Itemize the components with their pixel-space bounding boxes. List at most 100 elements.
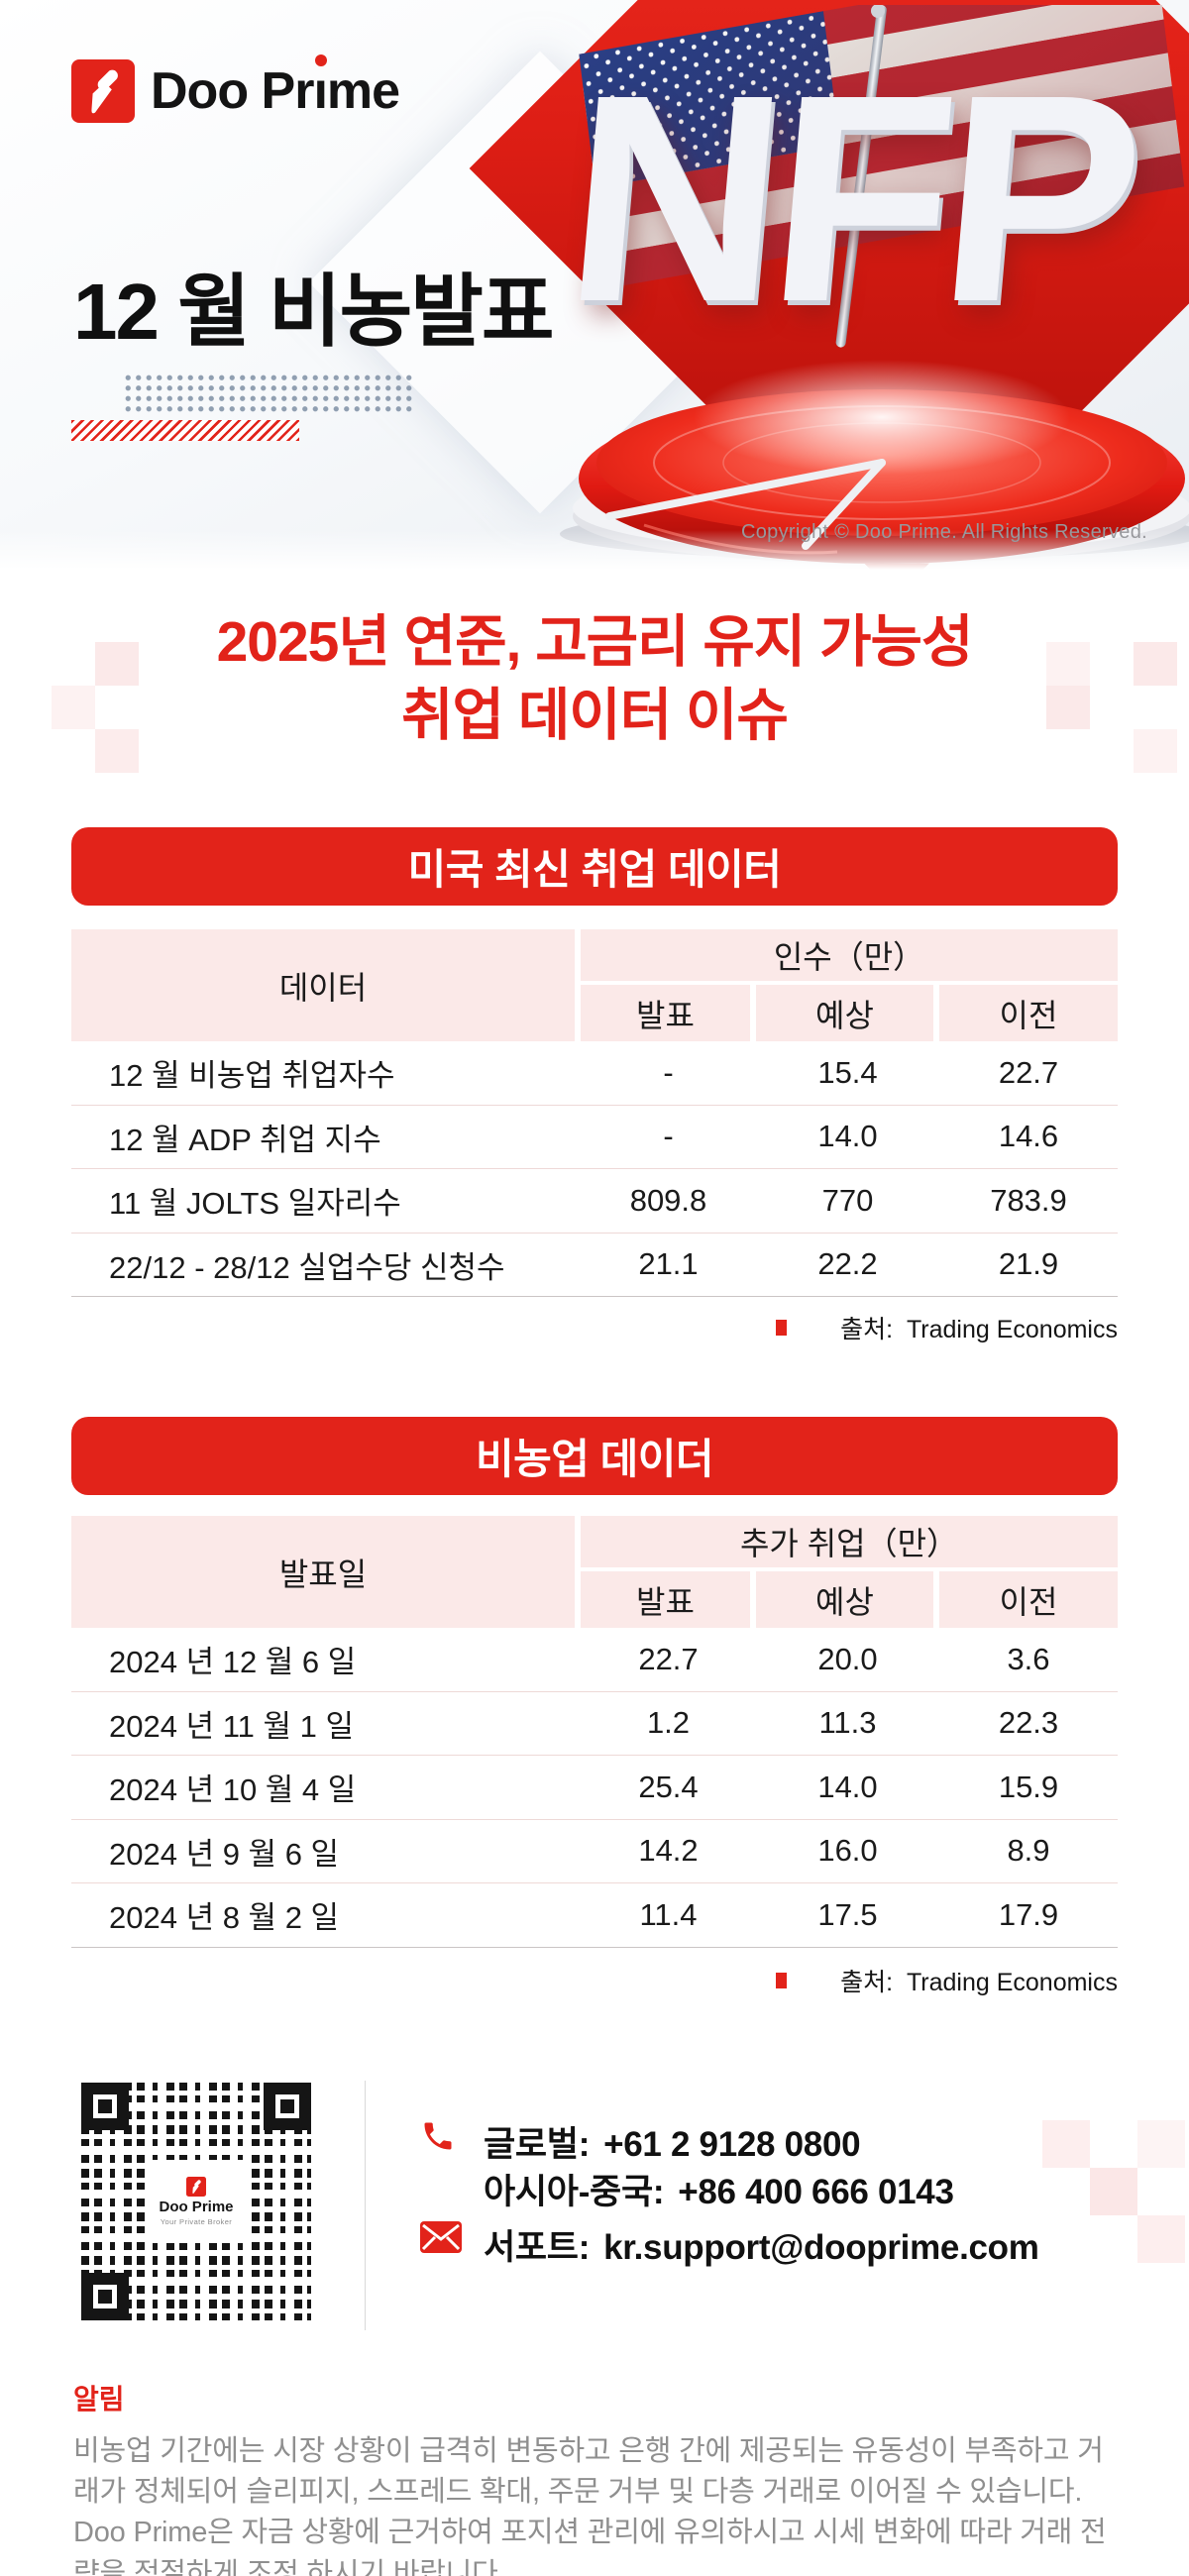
qr-brand-text: Doo Prime [159, 2199, 234, 2215]
qr-center-logo: Doo Prime Your Private Broker [147, 2160, 246, 2243]
qr-finder-icon [81, 2083, 129, 2130]
checker-decoration [52, 686, 95, 729]
support-email: kr.support@dooprime.com [603, 2228, 1039, 2267]
main-title: 2025년 연준, 고금리 유지 가능성 취업 데이터 이슈 [0, 606, 1189, 752]
row-value: - [663, 1054, 674, 1090]
row-label: 2024 년 8 월 2 일 [109, 1900, 340, 1936]
row-label: 12 월 비농업 취업자수 [109, 1058, 395, 1094]
table-body: 12 월 비농업 취업자수 - 15.4 22.7 12 월 ADP 취업 지수 - 14.… [71, 1041, 1118, 1297]
row-label: 11 월 JOLTS 일자리수 [109, 1186, 401, 1222]
main-title-line1: 2025년 연준, 고금리 유지 가능성 [216, 610, 974, 674]
row-value: 8.9 [1007, 1833, 1050, 1869]
checker-decoration [1042, 2120, 1090, 2168]
table-row: 12 월 ADP 취업 지수 - 14.0 14.6 [71, 1106, 1118, 1169]
doo-prime-logo-icon [186, 2177, 206, 2197]
dots-decoration [123, 373, 416, 414]
table-row: 22/12 - 28/12 실업수당 신청수 21.1 22.2 21.9 [71, 1234, 1118, 1297]
table-body: 2024 년 12 월 6 일 22.7 20.0 3.6 2024 년 11 월 1 … [71, 1628, 1118, 1948]
row-value: 21.1 [638, 1246, 699, 1282]
global-phone-number: +61 2 9128 0800 [603, 2125, 861, 2164]
column-header-expected: 예상 [756, 1571, 933, 1628]
row-label: 2024 년 9 월 6 일 [109, 1836, 340, 1872]
support-email-line: 서포트: kr.support@dooprime.com [484, 2219, 1039, 2270]
source-bullet-icon [776, 1320, 788, 1336]
table-row: 12 월 비농업 취업자수 - 15.4 22.7 [71, 1041, 1118, 1106]
notice-body: 비농업 기간에는 시장 상황이 급격히 변동하고 은행 간에 제공되는 유동성이… [73, 2431, 1124, 2576]
row-value: 22.2 [817, 1246, 878, 1282]
checker-decoration [1134, 642, 1177, 686]
table-row: 11 월 JOLTS 일자리수 809.8 770 783.9 [71, 1169, 1118, 1234]
asia-phone-number: +86 400 666 0143 [678, 2173, 954, 2211]
global-phone-line: 글로벌: +61 2 9128 0800 [484, 2116, 861, 2167]
phone-icon [424, 2122, 452, 2150]
support-label: 서포트: [484, 2228, 591, 2267]
row-value: 21.9 [998, 1246, 1059, 1282]
hero-banner: NFP [0, 0, 1189, 570]
stripes-decoration [71, 420, 299, 441]
row-value: 1.2 [646, 1705, 691, 1741]
footer-divider [365, 2081, 366, 2330]
row-label: 2024 년 12 월 6 일 [109, 1645, 357, 1680]
asia-phone-line: 아시아-중국: +86 400 666 0143 [484, 2164, 954, 2214]
section-title-nfp-data: 비농업 데이더 [71, 1417, 1118, 1495]
notice-section: 알림 비농업 기간에는 시장 상황이 급격히 변동하고 은행 간에 제공되는 유… [73, 2378, 1124, 2576]
source-text: 출처: Trading Economics [840, 1969, 1118, 1996]
source-bullet-icon [776, 1973, 788, 1988]
table-row: 2024 년 10 월 4 일 25.4 14.0 15.9 [71, 1756, 1118, 1820]
column-header-announced: 발표 [581, 1571, 750, 1628]
global-label: 글로벌: [484, 2125, 591, 2164]
row-value: 17.5 [817, 1896, 878, 1932]
checker-decoration [1137, 2215, 1185, 2263]
us-flag-image [579, 5, 1185, 348]
row-value: 3.6 [1007, 1641, 1050, 1676]
main-title-line2: 취업 데이터 이슈 [401, 683, 789, 747]
doo-prime-logo-icon [71, 59, 135, 123]
hero-title: 12 월 비농발표 [73, 268, 554, 356]
doo-prime-wordmark: Doo Prıme [151, 62, 400, 120]
row-value: 11.4 [639, 1896, 698, 1932]
table-row: 2024 년 8 월 2 일 11.4 17.5 17.9 [71, 1883, 1118, 1948]
row-label: 12 월 ADP 취업 지수 [109, 1122, 381, 1157]
row-value: 25.4 [638, 1769, 699, 1804]
row-value: - [663, 1119, 674, 1154]
copyright-text: Copyright © Doo Prime. All Rights Reserv… [740, 521, 1147, 543]
row-value: 16.0 [817, 1833, 878, 1869]
checker-decoration [1046, 686, 1090, 729]
column-header-expected: 예상 [756, 985, 933, 1041]
row-value: 11.3 [818, 1705, 877, 1741]
doo-prime-logo: Doo Prıme [71, 59, 400, 123]
source-note: 출처: Trading Economics [776, 1310, 1118, 1345]
table-corner-header: 발표일 [71, 1516, 575, 1628]
row-value: 14.2 [638, 1833, 699, 1869]
row-value: 15.9 [998, 1769, 1059, 1804]
checker-decoration [95, 642, 139, 686]
column-header-previous: 이전 [939, 1571, 1118, 1628]
checker-decoration [1090, 2168, 1137, 2215]
row-value: 783.9 [990, 1182, 1067, 1218]
checker-decoration [95, 729, 139, 773]
column-header-announced: 발표 [581, 985, 750, 1041]
row-label: 22/12 - 28/12 실업수당 신청수 [109, 1249, 505, 1285]
row-value: 14.0 [817, 1119, 878, 1154]
row-label: 2024 년 11 월 1 일 [109, 1708, 355, 1744]
section-title-us-employment: 미국 최신 취업 데이터 [71, 827, 1118, 906]
table-corner-header: 데이터 [71, 929, 575, 1041]
row-value: 770 [821, 1182, 874, 1218]
table-group-header: 추가 취업（만） [581, 1516, 1118, 1567]
checker-decoration [1134, 729, 1177, 773]
qr-finder-icon [81, 2273, 129, 2320]
row-value: 22.3 [998, 1705, 1059, 1741]
qr-code: Doo Prime Your Private Broker [77, 2079, 315, 2324]
row-value: 20.0 [817, 1641, 878, 1676]
notice-paragraph-2: Doo Prime은 자금 상황에 근거하여 포지션 관리에 유의하시고 시세 … [73, 2517, 1107, 2576]
nfp-3d-letters: NFP [555, 34, 1145, 364]
source-note: 출처: Trading Economics [776, 1963, 1118, 1998]
table-row: 2024 년 12 월 6 일 22.7 20.0 3.6 [71, 1628, 1118, 1692]
table-row: 2024 년 11 월 1 일 1.2 11.3 22.3 [71, 1692, 1118, 1756]
row-value: 22.7 [998, 1054, 1059, 1090]
row-value: 14.6 [998, 1119, 1059, 1154]
notice-heading: 알림 [73, 2384, 125, 2415]
checker-decoration [1046, 642, 1090, 686]
table-group-header: 인수（만） [581, 929, 1118, 981]
